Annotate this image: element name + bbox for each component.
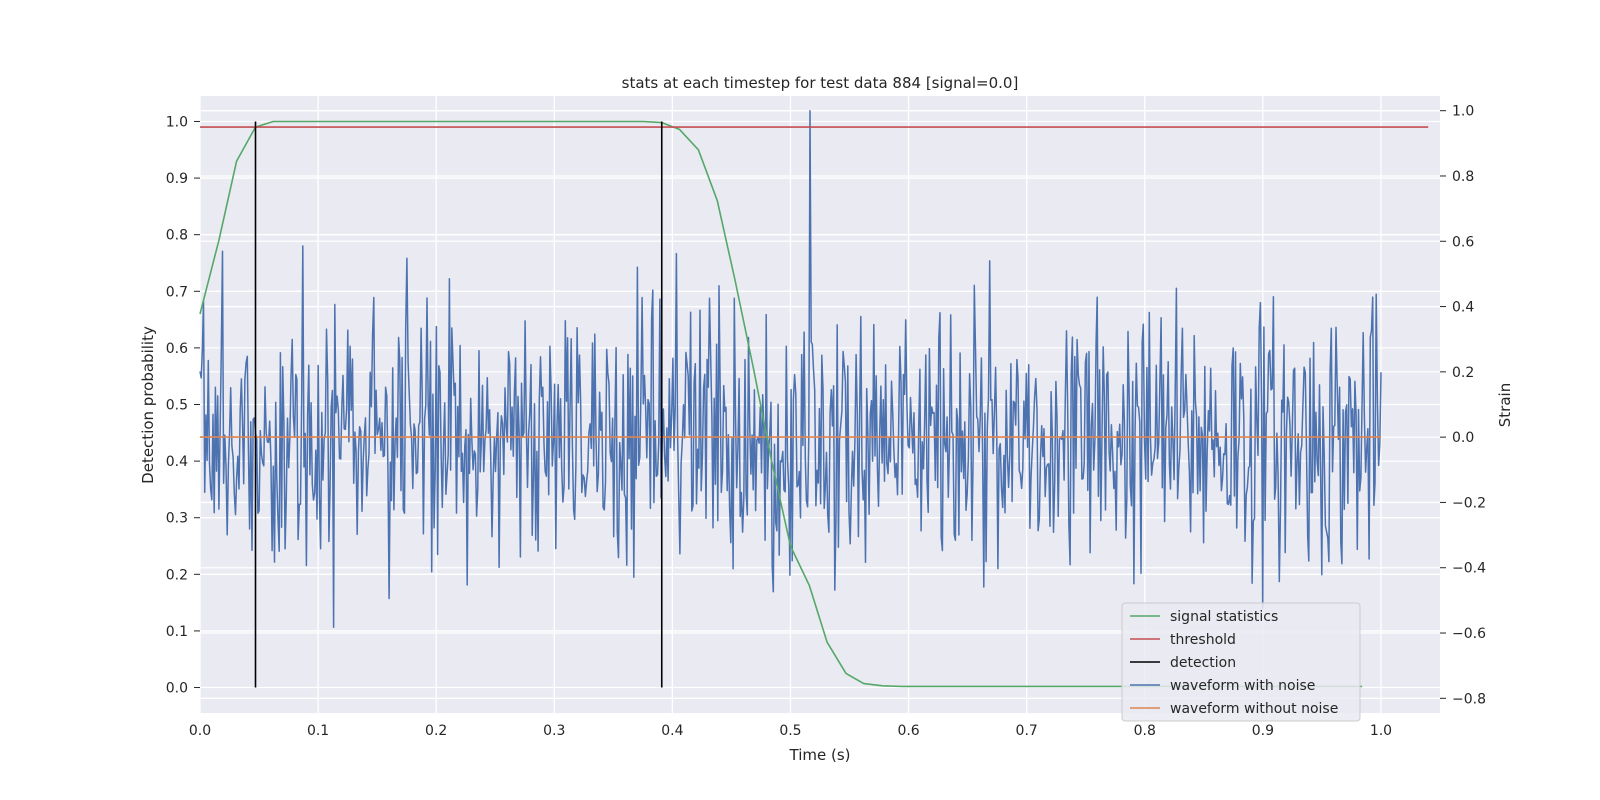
legend-label-waveform-without-noise: waveform without noise <box>1170 701 1338 717</box>
x-tick-label: 0.0 <box>189 723 211 739</box>
legend-entry-waveform-with-noise: waveform with noise <box>1130 678 1315 694</box>
y-left-tick-label: 0.6 <box>166 341 188 357</box>
legend-entry-threshold: threshold <box>1130 632 1236 648</box>
legend-label-waveform-with-noise: waveform with noise <box>1170 678 1315 694</box>
y-left-tick-label: 0.8 <box>166 228 188 244</box>
x-tick-label: 0.1 <box>307 723 329 739</box>
y-left-tick-label: 1.0 <box>166 114 188 130</box>
legend-entry-detection: detection <box>1130 655 1236 671</box>
y-axis-right-title: Strain <box>1496 383 1514 427</box>
x-tick-label: 0.2 <box>425 723 447 739</box>
y-right-tick-label: 0.4 <box>1452 300 1474 316</box>
x-tick-label: 1.0 <box>1370 723 1392 739</box>
x-tick-label: 0.9 <box>1252 723 1274 739</box>
chart-title: stats at each timestep for test data 884… <box>622 74 1019 92</box>
x-axis-title: Time (s) <box>789 746 851 764</box>
y-right-tick-label: −0.8 <box>1452 691 1486 707</box>
y-right-tick-label: −0.6 <box>1452 626 1486 642</box>
y-left-tick-label: 0.2 <box>166 567 188 583</box>
x-tick-label: 0.8 <box>1134 723 1156 739</box>
legend-entry-signal-statistics: signal statistics <box>1130 609 1278 625</box>
y-right-tick-label: −0.2 <box>1452 495 1486 511</box>
x-tick-label: 0.5 <box>779 723 801 739</box>
x-tick-label: 0.7 <box>1016 723 1038 739</box>
x-tick-label: 0.3 <box>543 723 565 739</box>
y-right-tick-label: 1.0 <box>1452 104 1474 120</box>
legend-label-threshold: threshold <box>1170 632 1236 648</box>
legend-label-signal-statistics: signal statistics <box>1170 609 1278 625</box>
y-axis-left-title: Detection probability <box>139 326 157 484</box>
axes-layer: 0.0 0.1 0.2 0.3 0.4 0.5 0.6 0.7 0.8 0.9 1.0 0.0 0.1 0… <box>166 104 1486 739</box>
y-left-tick-label: 0.4 <box>166 454 188 470</box>
y-left-tick-label: 0.0 <box>166 681 188 697</box>
y-right-tick-label: 0.0 <box>1452 430 1474 446</box>
y-left-tick-label: 0.5 <box>166 398 188 414</box>
legend-label-detection: detection <box>1170 655 1236 671</box>
legend-box <box>1121 602 1361 722</box>
y-right-tick-label: −0.4 <box>1452 561 1486 577</box>
legend-entry-waveform-without-noise: waveform without noise <box>1130 701 1338 717</box>
y-right-tick-label: 0.2 <box>1452 365 1474 381</box>
x-tick-label: 0.6 <box>897 723 919 739</box>
y-left-tick-label: 0.7 <box>166 284 188 300</box>
y-left-tick-label: 0.9 <box>166 171 188 187</box>
y-left-tick-label: 0.3 <box>166 511 188 527</box>
legend: signal statistics threshold detection wa… <box>1121 602 1361 722</box>
x-tick-label: 0.4 <box>661 723 683 739</box>
y-right-tick-label: 0.8 <box>1452 169 1474 185</box>
y-right-tick-label: 0.6 <box>1452 234 1474 250</box>
y-left-tick-label: 0.1 <box>166 624 188 640</box>
